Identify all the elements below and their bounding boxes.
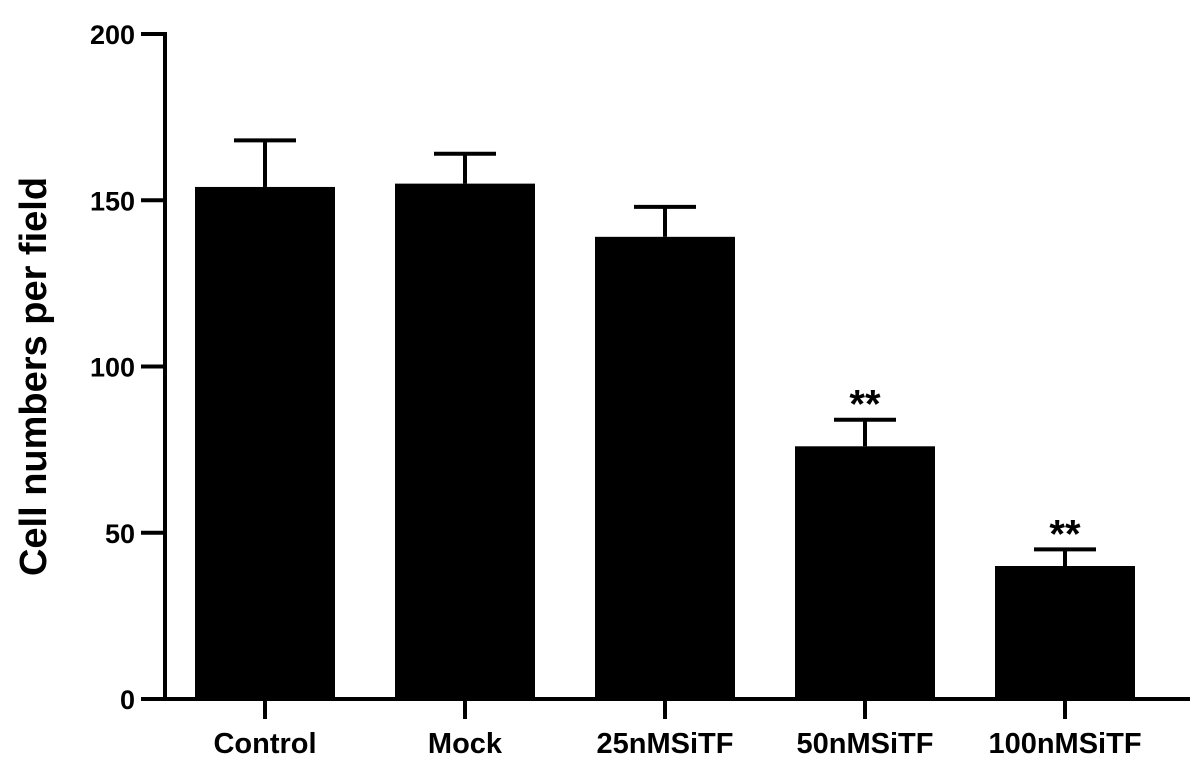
bar-mock — [395, 183, 535, 699]
x-tick-label: Control — [213, 728, 316, 760]
y-tick-label: 200 — [90, 20, 135, 50]
x-tick-label: 50nMSiTF — [797, 728, 934, 760]
significance-marker: ** — [1049, 512, 1081, 556]
bar-25nmsitf — [595, 236, 735, 699]
y-tick-label: 50 — [105, 519, 135, 549]
x-tick-labels: Control Mock 25nMSiTF 50nMSiTF 100nMSiTF — [213, 699, 1142, 760]
y-tick-label: 0 — [120, 685, 135, 715]
bar-50nmsitf — [795, 446, 935, 699]
x-tick-label: 100nMSiTF — [988, 728, 1141, 760]
y-ticks: 0 50 100 150 200 — [90, 20, 165, 715]
y-tick-label: 100 — [90, 353, 135, 383]
x-tick-label: Mock — [428, 728, 503, 760]
significance-marker: ** — [849, 383, 881, 427]
y-tick-label: 150 — [90, 186, 135, 216]
bar-control — [195, 186, 335, 699]
y-axis-title: Cell numbers per field — [13, 177, 55, 576]
x-tick-label: 25nMSiTF — [597, 728, 734, 760]
bars-layer: ** ** — [195, 138, 1135, 699]
bar-100nmsitf — [995, 566, 1135, 699]
